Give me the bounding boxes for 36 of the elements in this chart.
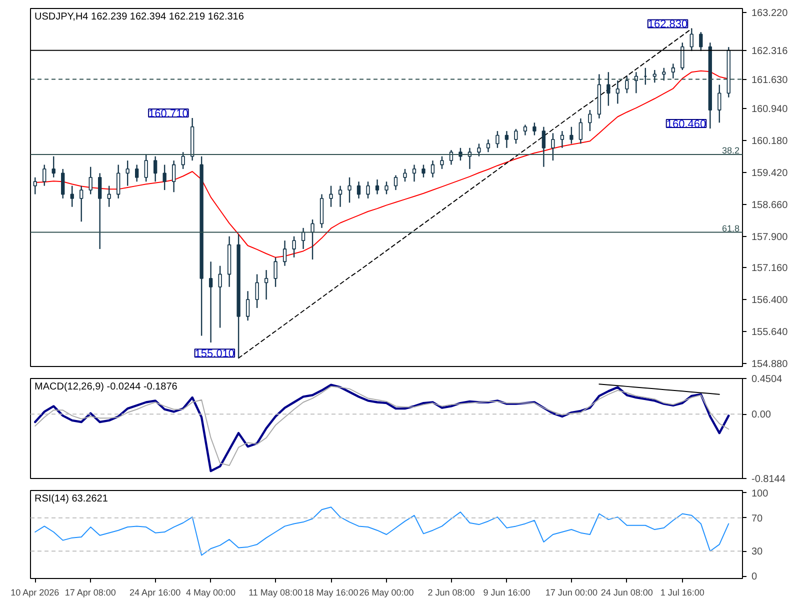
y-tick-label: 0.00 [752,410,772,421]
x-tick-label: 24 Apr 16:00 [130,588,181,598]
x-tick-label: 26 May 00:00 [359,588,414,598]
chart-title: USDJPY,H4 162.239 162.394 162.219 162.316 [34,12,244,22]
y-tick-label: 160.180 [752,136,788,147]
x-tick-label: 9 Jun 16:00 [483,588,530,598]
x-tick-label: 2 Jun 08:00 [428,588,475,598]
y-tick-label: 158.660 [752,200,788,211]
y-tick-label: 157.160 [752,263,788,274]
x-tick-label: 1 Jul 16:00 [660,588,704,598]
y-tick-label: 100 [752,488,769,500]
x-tick-label: 17 Apr 08:00 [64,588,116,598]
y-tick-label: 160.940 [752,104,788,115]
annotation: 61.8 [722,223,740,234]
y-tick-label: 0 [752,572,758,583]
x-tick-label: 17 Jun 00:00 [545,588,598,598]
y-tick-label: 154.880 [752,359,788,370]
x-tick-label: 11 May 08:00 [248,588,302,598]
y-tick-label: 0.4504 [752,374,783,385]
annotation: 38.2 [722,146,740,156]
x-tick-label: 24 Jun 08:00 [600,588,653,598]
y-tick-label: 159.420 [752,168,788,179]
y-tick-label: 157.900 [752,232,788,243]
y-tick-label: 156.400 [752,295,788,306]
x-tick-label: 10 Apr 2026 [10,588,60,598]
ref-line-label: 162.316 [752,46,788,57]
y-tick-label: 30 [752,546,764,558]
chart-title: RSI(14) 63.2621 [34,494,108,504]
x-tick-label: 18 May 16:00 [304,588,358,598]
y-tick-label: 163.220 [752,8,788,19]
y-tick-label: 70 [752,513,764,524]
y-tick-label: 155.640 [752,327,788,338]
x-tick-label: 4 May 00:00 [186,588,236,598]
chart-title: MACD(12,26,9) -0.0244 -0.1876 [34,382,178,392]
y-tick-label: -0.8144 [752,474,786,485]
ref-line-label: 161.630 [752,74,788,86]
